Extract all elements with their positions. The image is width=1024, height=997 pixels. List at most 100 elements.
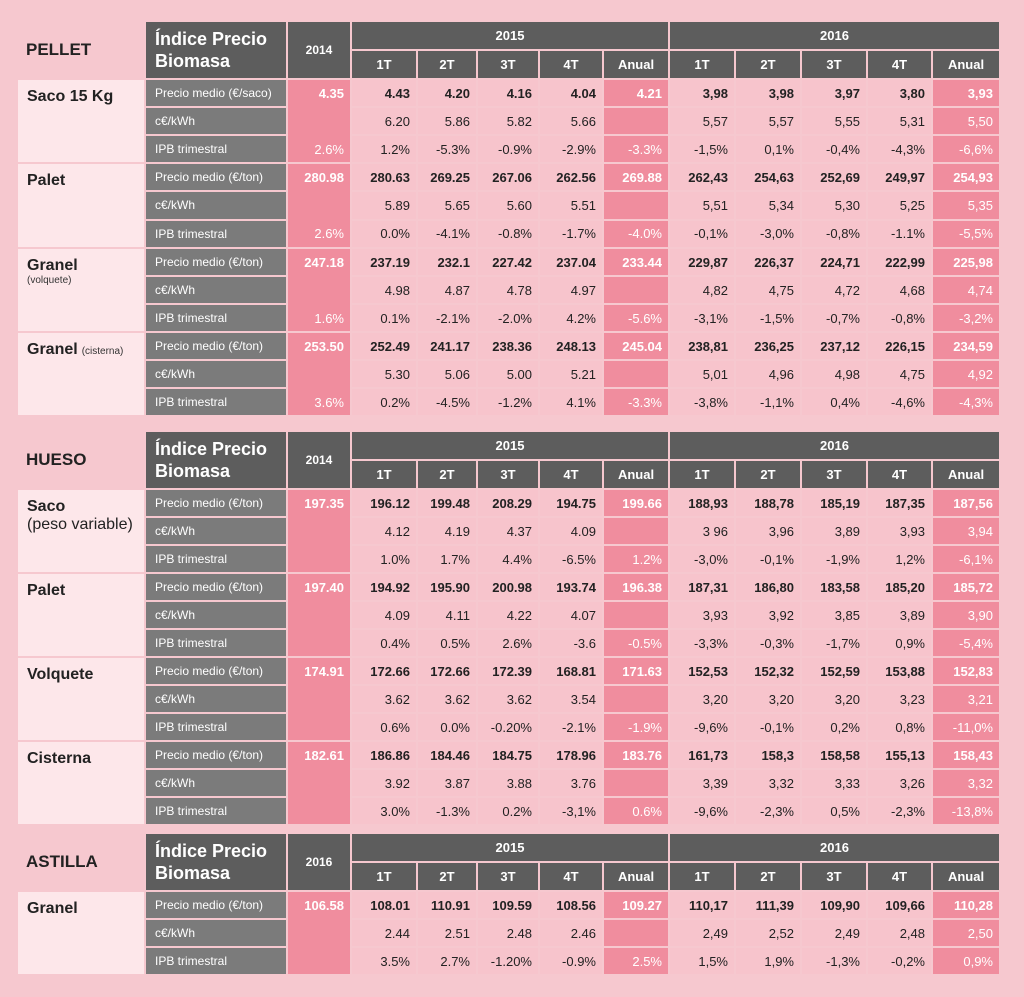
base-year-value: 1.6%	[288, 305, 350, 331]
quarter-value: -0,8%	[802, 220, 866, 247]
quarter-value: 194.92	[352, 574, 416, 600]
annual-value	[604, 192, 668, 219]
quarter-header: Anual	[933, 863, 999, 890]
section-title: ASTILLA	[26, 852, 98, 871]
quarter-value: -3,0%	[670, 546, 734, 572]
quarter-value: 2.6%	[478, 630, 538, 656]
quarter-value: -0,1%	[736, 546, 800, 572]
annual-value: 152,83	[933, 658, 999, 684]
product-label: Palet	[18, 574, 144, 656]
quarter-value: 4.11	[418, 602, 476, 628]
quarter-value: 109,90	[802, 892, 866, 918]
quarter-value: 4.04	[540, 80, 602, 106]
quarter-value: 237.04	[540, 249, 602, 275]
quarter-value: 3.62	[352, 686, 416, 712]
section-title: PELLET	[26, 40, 92, 59]
quarter-value: 4.09	[352, 602, 416, 628]
row-label: c€/kWh	[146, 192, 286, 219]
annual-value: 5,35	[933, 192, 999, 219]
annual-value: 199.66	[604, 490, 668, 516]
row-label: IPB trimestral	[146, 389, 286, 415]
quarter-header: 2T	[418, 863, 476, 890]
quarter-value: 2.46	[540, 920, 602, 946]
year-2015-header: 2015	[352, 22, 668, 49]
quarter-value: -2.1%	[418, 305, 476, 331]
quarter-value: 3.92	[352, 770, 416, 796]
quarter-value: 0.6%	[352, 714, 416, 740]
quarter-header: 2T	[418, 51, 476, 78]
quarter-value: 3,98	[736, 80, 800, 106]
quarter-value: -4.5%	[418, 389, 476, 415]
quarter-value: -3,3%	[670, 630, 734, 656]
annual-value: 110,28	[933, 892, 999, 918]
base-year-value: 2.6%	[288, 136, 350, 162]
row-label: Precio medio (€/ton)	[146, 658, 286, 684]
quarter-value: 2.48	[478, 920, 538, 946]
row-label: c€/kWh	[146, 770, 286, 796]
index-title-header: Índice Precio Biomasa	[146, 432, 286, 488]
quarter-value: -2.1%	[540, 714, 602, 740]
product-label: Palet	[18, 164, 144, 247]
quarter-value: 0.2%	[352, 389, 416, 415]
quarter-value: 1.7%	[418, 546, 476, 572]
quarter-value: 3,32	[736, 770, 800, 796]
product-name: Saco 15 Kg	[27, 88, 114, 105]
annual-value: 158,43	[933, 742, 999, 768]
product-name: Saco	[27, 498, 66, 515]
quarter-header: 3T	[802, 51, 866, 78]
quarter-value: 0,8%	[868, 714, 931, 740]
quarter-value: 5,30	[802, 192, 866, 219]
product-label: Saco 15 Kg	[18, 80, 144, 162]
quarter-value: 208.29	[478, 490, 538, 516]
quarter-value: 6.20	[352, 108, 416, 134]
quarter-header: 3T	[478, 51, 538, 78]
annual-value: 4.21	[604, 80, 668, 106]
quarter-value: 194.75	[540, 490, 602, 516]
quarter-value: 232.1	[418, 249, 476, 275]
quarter-value: 3.76	[540, 770, 602, 796]
annual-value: 234,59	[933, 333, 999, 359]
base-year-value	[288, 798, 350, 824]
quarter-value: 3,89	[868, 602, 931, 628]
row-label: c€/kWh	[146, 361, 286, 387]
annual-value: -5,4%	[933, 630, 999, 656]
quarter-value: 200.98	[478, 574, 538, 600]
quarter-value: 237,12	[802, 333, 866, 359]
product-subtitle: (peso variable)	[27, 516, 133, 533]
annual-value: -0.5%	[604, 630, 668, 656]
product-name: Palet	[27, 172, 66, 189]
quarter-value: -1.7%	[540, 220, 602, 247]
quarter-value: 3.87	[418, 770, 476, 796]
quarter-value: -1.2%	[478, 389, 538, 415]
quarter-value: 4.37	[478, 518, 538, 544]
quarter-value: 252,69	[802, 164, 866, 191]
quarter-value: 3,85	[802, 602, 866, 628]
quarter-value: -3.6	[540, 630, 602, 656]
quarter-value: 252.49	[352, 333, 416, 359]
quarter-value: 4,72	[802, 277, 866, 303]
year-2016-header: 2016	[670, 432, 999, 459]
quarter-value: -0,4%	[802, 136, 866, 162]
quarter-value: 108.56	[540, 892, 602, 918]
quarter-value: 262,43	[670, 164, 734, 191]
annual-value	[604, 361, 668, 387]
base-year-value	[288, 714, 350, 740]
quarter-header: 2T	[736, 863, 800, 890]
base-year-value: 174.91	[288, 658, 350, 684]
quarter-value: 4,96	[736, 361, 800, 387]
quarter-value: -6.5%	[540, 546, 602, 572]
quarter-header: 2T	[418, 461, 476, 488]
base-year-value: 2.6%	[288, 220, 350, 247]
annual-value: -11,0%	[933, 714, 999, 740]
quarter-value: 3,20	[670, 686, 734, 712]
quarter-value: 4,98	[802, 361, 866, 387]
annual-value: 2.5%	[604, 948, 668, 974]
quarter-value: -0.20%	[478, 714, 538, 740]
quarter-value: -0,3%	[736, 630, 800, 656]
quarter-value: 5.60	[478, 192, 538, 219]
quarter-value: 3.5%	[352, 948, 416, 974]
quarter-value: 196.12	[352, 490, 416, 516]
quarter-value: 1.2%	[352, 136, 416, 162]
quarter-value: 152,59	[802, 658, 866, 684]
quarter-value: 5,01	[670, 361, 734, 387]
